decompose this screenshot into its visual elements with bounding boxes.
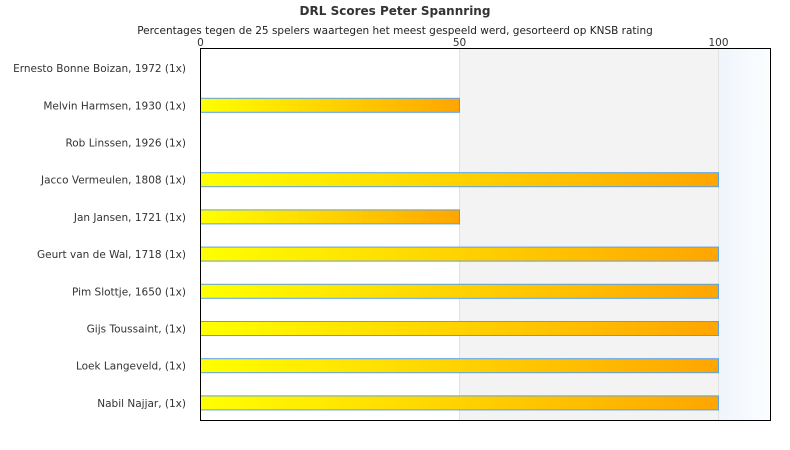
category-label: Nabil Najjar, (1x) [97,398,186,410]
bar [200,283,719,299]
category-label: Pim Slottje, 1650 (1x) [72,286,186,298]
bar [200,97,460,113]
plot-band [718,48,771,421]
chart-subtitle: Percentages tegen de 25 spelers waartege… [137,25,653,37]
category-label: Rob Linssen, 1926 (1x) [65,138,186,150]
bar [200,395,719,411]
plot-frame [200,48,771,421]
category-label: Geurt van de Wal, 1718 (1x) [37,249,186,261]
bar [200,209,460,225]
bar [200,321,719,336]
bar [200,358,719,374]
category-label: Ernesto Bonne Boizan, 1972 (1x) [13,63,186,75]
bar [200,172,719,188]
category-label: Gijs Toussaint, (1x) [87,324,186,336]
x-tick-label: 100 [708,37,728,49]
chart-title: DRL Scores Peter Spannring [299,4,491,18]
bar [200,246,719,262]
category-label: Jacco Vermeulen, 1808 (1x) [40,175,186,187]
x-tick-label: 0 [197,37,204,49]
category-label: Jan Jansen, 1721 (1x) [73,212,186,224]
category-label: Melvin Harmsen, 1930 (1x) [43,100,186,112]
x-tick-label: 50 [453,37,466,49]
category-label: Loek Langeveld, (1x) [76,361,186,373]
